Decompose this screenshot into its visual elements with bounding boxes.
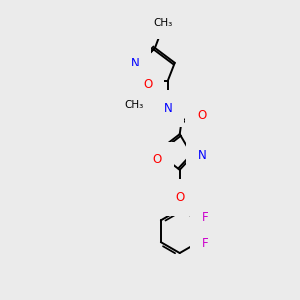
Text: O: O [197, 109, 206, 122]
Text: N: N [198, 149, 206, 162]
Text: CH₃: CH₃ [125, 100, 144, 110]
Text: O: O [175, 191, 184, 204]
Text: CH₃: CH₃ [153, 18, 172, 28]
Text: O: O [143, 78, 153, 91]
Text: O: O [153, 153, 162, 167]
Text: F: F [202, 211, 208, 224]
Text: N: N [131, 57, 140, 70]
Text: N: N [164, 102, 172, 115]
Text: F: F [202, 237, 208, 250]
